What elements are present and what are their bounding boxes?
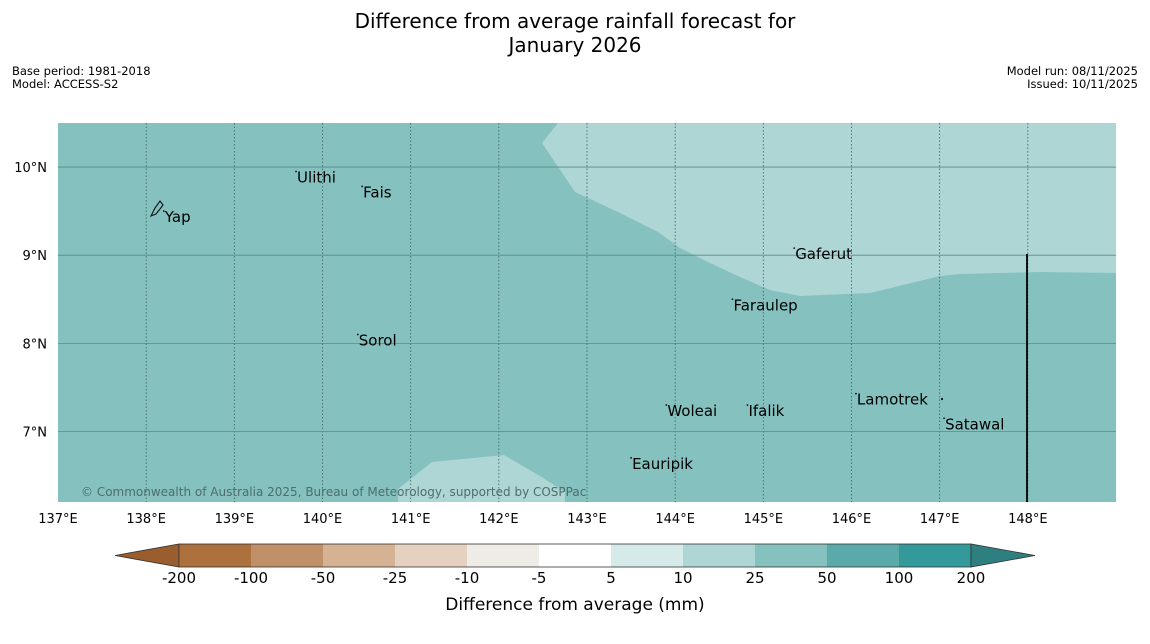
lon-tick-label: 144°E (655, 512, 695, 527)
lon-tick-label: 147°E (920, 512, 960, 527)
run-info: Model run: 08/11/2025 Issued: 10/11/2025 (1007, 65, 1138, 91)
base-period: Base period: 1981-2018 (12, 64, 151, 78)
wetter-region-south (398, 455, 565, 502)
island-marker (665, 404, 668, 406)
lon-tick-label: 139°E (215, 512, 255, 527)
place-label: Ulithi (297, 168, 336, 186)
place-label: Sorol (359, 332, 397, 350)
lon-tick-label: 141°E (391, 512, 431, 527)
lat-tick-label: 8°N (23, 337, 48, 352)
map-plot: Yap Ulithi Fais Gaferut Faraulep Sorol Lamotre… (58, 123, 1116, 502)
island-marker (943, 417, 945, 420)
place-label: Fais (363, 183, 392, 201)
island-marker (630, 457, 632, 459)
title-line-2: January 2026 (508, 33, 642, 57)
place-label: Lamotrek (857, 391, 928, 409)
place-labels: Yap Ulithi Fais Gaferut Faraulep Sorol Lamotre… (162, 168, 1004, 473)
model-run-date: Model run: 08/11/2025 (1006, 64, 1138, 78)
lon-tick-label: 145°E (744, 512, 784, 527)
yap-island-outline (149, 200, 164, 218)
island-marker (855, 392, 857, 395)
island-marker (731, 298, 734, 301)
lon-tick-label: 137°E (38, 512, 78, 527)
gridlines (58, 123, 1116, 502)
copyright-notice: © Commonwealth of Australia 2025, Bureau… (81, 485, 586, 499)
lat-tick-label: 10°N (14, 161, 47, 176)
lat-tick-label: 9°N (23, 249, 48, 264)
island-marker (746, 404, 749, 406)
base-info: Base period: 1981-2018 Model: ACCESS-S2 (12, 65, 151, 91)
island-marker (793, 247, 796, 250)
chart-title: Difference from average rainfall forecas… (0, 9, 1150, 57)
place-label: Ifalik (748, 402, 784, 420)
islet-marker (940, 397, 944, 401)
island-marker (162, 210, 165, 213)
lon-tick-label: 138°E (126, 512, 166, 527)
issued-date: Issued: 10/11/2025 (1027, 77, 1138, 91)
lon-tick-label: 146°E (832, 512, 872, 527)
place-label: Satawal (945, 415, 1004, 433)
lon-tick-label: 143°E (567, 512, 607, 527)
lon-tick-label: 140°E (303, 512, 343, 527)
place-label: Eauripik (632, 455, 693, 473)
lat-tick-label: 7°N (23, 425, 48, 440)
lon-tick-label: 142°E (479, 512, 519, 527)
model-name: Model: ACCESS-S2 (12, 77, 119, 91)
place-label: Gaferut (795, 245, 852, 263)
wetter-region-north (542, 123, 1116, 296)
map-axes: 137°E 138°E 139°E 140°E 141°E 142°E 143°E 144°E… (14, 161, 1047, 527)
lon-tick-label: 148°E (1008, 512, 1048, 527)
place-label: Faraulep (733, 296, 797, 314)
island-marker (295, 170, 297, 173)
title-line-1: Difference from average rainfall forecas… (354, 9, 796, 33)
place-label: Woleai (667, 402, 717, 420)
place-label: Yap (164, 208, 191, 226)
island-marker (356, 333, 359, 336)
island-marker (361, 185, 364, 188)
